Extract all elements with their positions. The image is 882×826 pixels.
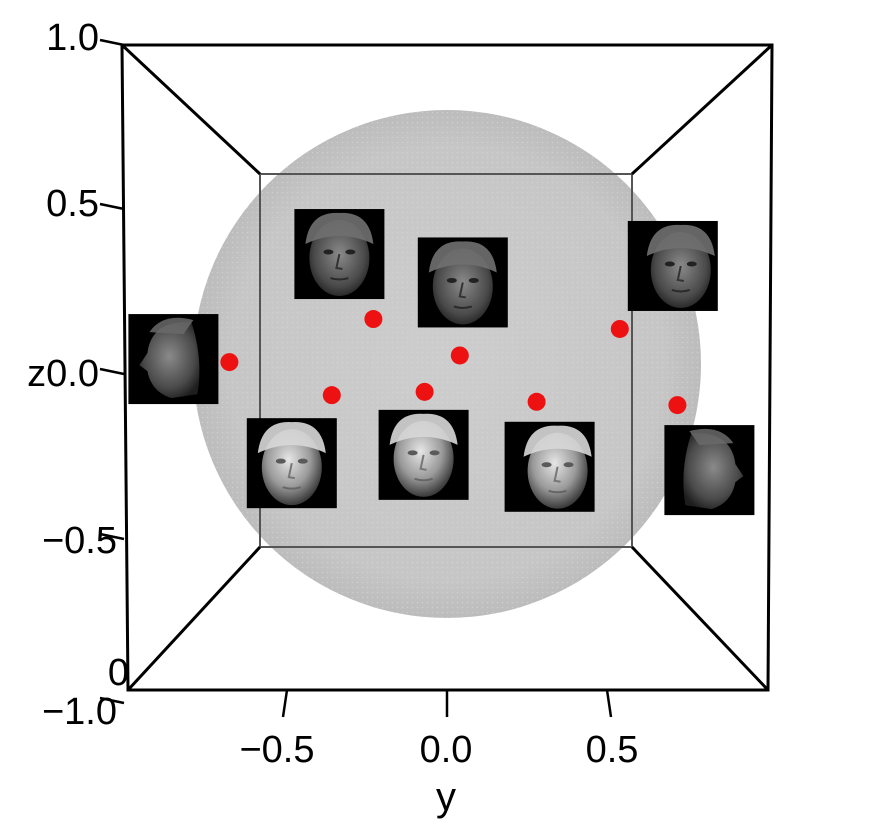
z-tick-label: 1.0 [46, 17, 99, 59]
data-points [220, 310, 687, 415]
data-point [610, 319, 629, 338]
face-frontal-lit-icon [378, 409, 469, 500]
face-turned-up-icon [294, 209, 385, 300]
sphere [193, 110, 701, 618]
face-right-profile-icon [664, 425, 755, 516]
bounding-box [120, 43, 774, 692]
face-frontal-dark-icon [417, 237, 508, 328]
face-frontal-bright-icon [504, 421, 595, 512]
y-axis: −0.5 0.0 0.5 [239, 689, 639, 771]
y-tick-label: −0.5 [239, 729, 314, 771]
z-tick-label: −0.5 [42, 520, 117, 562]
face-left-profile-icon [128, 314, 219, 405]
face-right-turned-icon [627, 220, 718, 311]
data-point [220, 353, 239, 372]
face-thumbnails [128, 209, 755, 516]
y-tick-label: 0.0 [420, 729, 473, 771]
stray-tick-label: 0 [108, 652, 129, 694]
z-tick-label: −1.0 [42, 691, 117, 733]
data-point [450, 346, 469, 365]
data-point [527, 392, 546, 411]
z-tick-label: z0.0 [27, 353, 99, 395]
x-axis-title: y [436, 775, 456, 819]
data-point [322, 386, 341, 405]
data-point [668, 396, 687, 415]
y-tick-label: 0.5 [586, 729, 639, 771]
face-three-quarter-lit-icon [246, 418, 337, 509]
z-axis: 1.0 0.5 z0.0 −0.5 −1.0 0 [27, 17, 129, 733]
data-point [364, 310, 383, 329]
z-tick-label: 0.5 [46, 183, 99, 225]
data-point [415, 382, 434, 401]
